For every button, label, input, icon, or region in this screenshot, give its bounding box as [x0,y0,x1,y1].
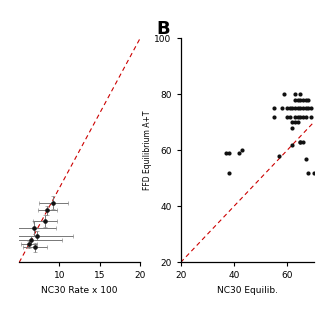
Point [226,151,231,156]
Point [292,106,298,111]
Point [300,140,306,145]
Point [303,106,308,111]
Point [276,153,282,158]
Point [295,106,300,111]
Point [239,148,244,153]
Point [306,170,311,175]
Point [298,140,303,145]
Point [300,114,306,119]
Point [306,97,311,102]
Point [303,156,308,161]
Point [303,114,308,119]
Point [311,170,316,175]
Point [308,114,314,119]
Point [298,97,303,102]
Point [292,97,298,102]
Point [292,92,298,97]
Point [298,106,303,111]
Y-axis label: FFD Equilibrium A+T: FFD Equilibrium A+T [143,111,152,190]
Point [300,97,306,102]
Point [284,106,290,111]
Point [236,151,242,156]
Point [306,106,311,111]
Point [308,106,314,111]
Point [290,142,295,147]
Point [300,106,306,111]
Point [284,114,290,119]
Point [282,92,287,97]
X-axis label: NC30 Rate x 100: NC30 Rate x 100 [41,286,118,295]
Point [295,97,300,102]
Point [271,114,276,119]
Point [298,92,303,97]
Point [287,114,292,119]
Point [295,120,300,125]
Point [271,106,276,111]
Point [290,125,295,131]
Point [287,106,292,111]
X-axis label: NC30 Equilib.: NC30 Equilib. [217,286,278,295]
Point [298,114,303,119]
Point [226,170,231,175]
Point [292,114,298,119]
Point [279,106,284,111]
Point [290,120,295,125]
Point [290,106,295,111]
Point [292,120,298,125]
Text: B: B [157,20,170,38]
Point [303,97,308,102]
Point [298,140,303,145]
Point [295,114,300,119]
Point [223,151,228,156]
